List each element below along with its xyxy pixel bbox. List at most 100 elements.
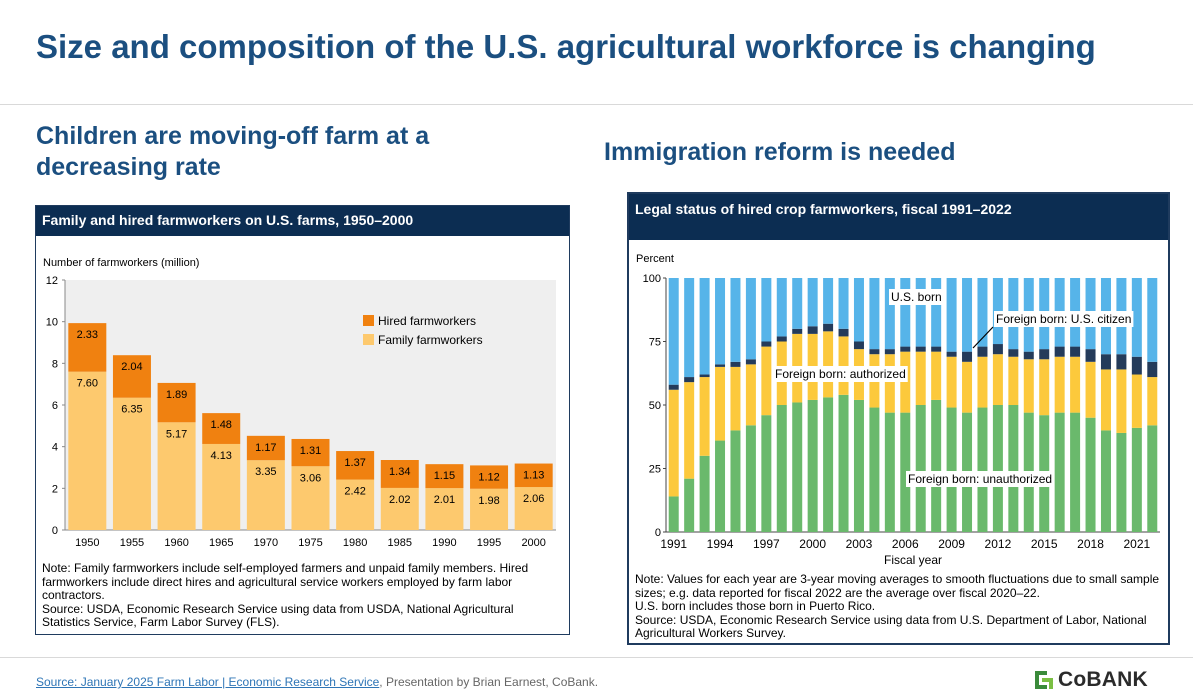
x-tick-label: 1950 <box>75 537 99 549</box>
unauthorized-bar-segment <box>745 425 756 532</box>
authorized-bar-segment <box>962 361 973 413</box>
footer: Source: January 2025 Farm Labor | Econom… <box>36 675 598 689</box>
y-tick-label: 6 <box>52 400 58 412</box>
x-tick-label: 2003 <box>846 537 873 551</box>
title-divider <box>0 104 1193 105</box>
family-value-label: 2.06 <box>523 493 544 505</box>
cobank-logo-text: CoBANK <box>1058 668 1148 691</box>
hired-bar <box>246 435 285 461</box>
us-born-bar-segment <box>668 278 679 385</box>
citizen-bar-segment <box>776 336 787 342</box>
unauthorized-bar-segment <box>668 496 679 532</box>
x-tick-label: 1997 <box>753 537 780 551</box>
unauthorized-bar-segment <box>730 430 741 532</box>
hired-bar <box>202 413 241 444</box>
legal-status-chart-note2: U.S. born includes those born in Puerto … <box>635 599 876 613</box>
authorized-bar-segment <box>1085 361 1096 418</box>
y-tick-label: 10 <box>46 317 58 329</box>
farmworkers-chart-notes: Note: Family farmworkers include self-em… <box>42 561 562 630</box>
hired-value-label: 1.89 <box>166 389 187 401</box>
farmworkers-chart-source: Source: USDA, Economic Research Service … <box>42 601 514 629</box>
citizen-bar-segment <box>900 346 911 352</box>
legal-status-chart-note: Note: Values for each year are 3-year mo… <box>635 572 1160 600</box>
x-tick-label: 1955 <box>120 537 144 549</box>
x-tick-label: 1980 <box>343 537 367 549</box>
citizen-bar-segment <box>730 361 741 367</box>
x-tick-label: 1960 <box>164 537 188 549</box>
authorized-annotation-bg <box>773 366 908 382</box>
us-born-bar-segment <box>853 278 864 342</box>
hired-value-label: 1.13 <box>523 470 544 482</box>
authorized-bar-segment <box>1023 359 1034 413</box>
hired-bar <box>425 464 464 489</box>
us-born-bar-segment <box>1147 278 1158 362</box>
family-value-label: 5.17 <box>166 428 187 440</box>
family-value-label: 2.01 <box>434 494 455 506</box>
unauthorized-bar-segment <box>1070 412 1081 532</box>
authorized-bar-segment <box>1131 374 1142 428</box>
us-born-bar-segment <box>776 278 787 337</box>
citizen-bar-segment <box>807 326 818 334</box>
hired-value-label: 2.04 <box>121 361 142 373</box>
citizen-bar-segment <box>792 328 803 334</box>
farmworkers-chart-note: Note: Family farmworkers include self-em… <box>42 561 529 602</box>
hired-bar <box>380 460 419 488</box>
authorized-bar-segment <box>1070 356 1081 413</box>
hired-bar <box>68 323 107 372</box>
citizen-bar-segment <box>1008 349 1019 357</box>
citizen-bar-segment <box>1039 349 1050 360</box>
unauthorized-bar-segment <box>931 399 942 532</box>
unauthorized-bar-segment <box>884 412 895 532</box>
family-value-label: 6.35 <box>121 404 142 416</box>
y-tick-label: 75 <box>649 337 661 349</box>
citizen-bar-segment <box>838 328 849 337</box>
x-tick-label: 1965 <box>209 537 233 549</box>
family-bar <box>112 397 151 530</box>
x-tick-label: 1970 <box>254 537 278 549</box>
us-born-bar-segment <box>884 278 895 350</box>
citizen-bar-segment <box>962 351 973 362</box>
us-born-bar-segment <box>915 278 926 347</box>
family-bar <box>514 487 553 530</box>
footer-divider <box>0 657 1193 658</box>
legal-status-chart-header: Legal status of hired crop farmworkers, … <box>629 194 1168 240</box>
authorized-bar-segment <box>884 354 895 413</box>
citizen-bar-segment <box>869 349 880 355</box>
hired-value-label: 1.31 <box>300 445 321 457</box>
unauthorized-bar-segment <box>792 402 803 532</box>
hired-value-label: 1.17 <box>255 442 276 454</box>
hired-value-label: 1.34 <box>389 466 410 478</box>
citizen-annotation-bg <box>994 311 1134 327</box>
citizen-bar-segment <box>761 341 772 347</box>
authorized-annotation: Foreign born: authorized <box>775 367 906 381</box>
unauthorized-bar-segment <box>992 405 1003 532</box>
unauthorized-bar-segment <box>684 478 695 532</box>
y-tick-label: 8 <box>52 358 58 370</box>
unauthorized-bar-segment <box>807 399 818 532</box>
citizen-bar-segment <box>1131 356 1142 375</box>
citizen-bar-segment <box>1054 346 1065 357</box>
farmworkers-chart: Number of farmworkers (million) 0 2 4 6 8 10 12… <box>43 257 556 549</box>
y-tick-label: 50 <box>649 400 661 412</box>
family-bar <box>291 466 330 530</box>
source-link[interactable]: Source: January 2025 Farm Labor | Econom… <box>36 675 380 689</box>
unauthorized-bar-segment <box>1116 432 1127 532</box>
us-born-bar-segment <box>869 278 880 350</box>
unauthorized-bar-segment <box>977 407 988 532</box>
unauthorized-annotation-bg <box>906 471 1055 487</box>
hired-bar <box>291 438 330 467</box>
us-born-bar-segment <box>977 278 988 347</box>
x-tick-label: 1994 <box>707 537 734 551</box>
authorized-bar-segment <box>715 366 726 441</box>
citizen-bar-segment <box>745 359 756 365</box>
citizen-bar-segment <box>668 384 679 390</box>
unauthorized-bar-segment <box>853 399 864 532</box>
footer-credit: , Presentation by Brian Earnest, CoBank. <box>379 675 599 689</box>
citizen-annotation: Foreign born: U.S. citizen <box>996 312 1131 326</box>
authorized-bar-segment <box>1147 377 1158 426</box>
x-tick-label: 2015 <box>1031 537 1058 551</box>
farmworkers-chart-panel: Family and hired farmworkers on U.S. far… <box>35 205 570 635</box>
x-tick-label: 2009 <box>938 537 965 551</box>
family-value-label: 2.42 <box>344 486 365 498</box>
authorized-bar-segment <box>838 336 849 395</box>
